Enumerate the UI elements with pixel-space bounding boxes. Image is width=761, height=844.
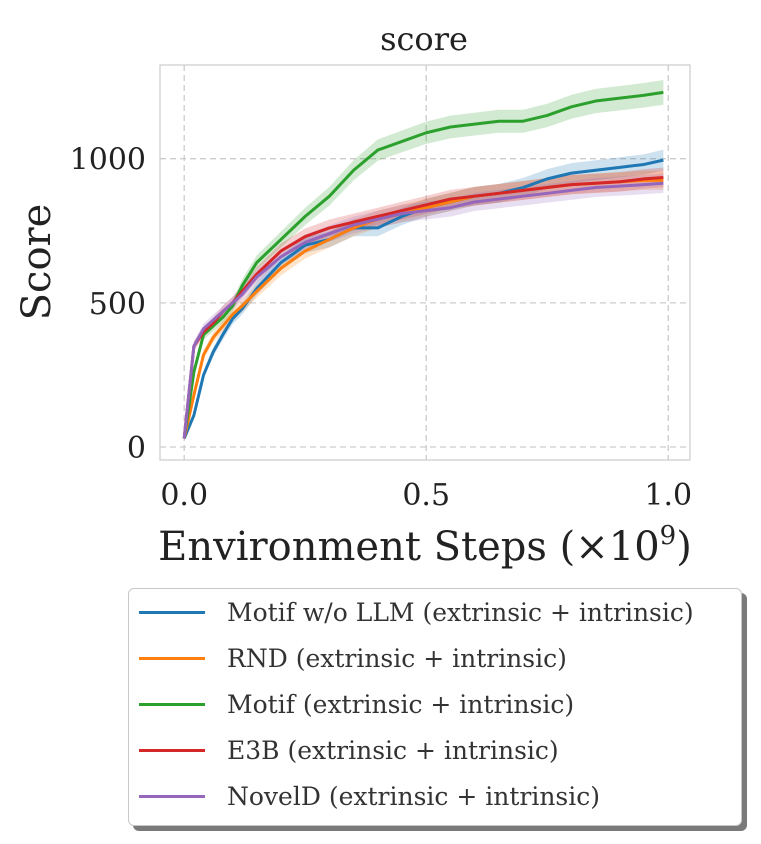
legend-swatch-motif-wo-llm (139, 610, 205, 614)
chart-title: score (380, 20, 468, 58)
grid (160, 65, 690, 460)
y-tick-label: 0 (127, 431, 146, 466)
x-tick-label: 0.5 (402, 478, 450, 513)
legend-label-rnd: RND (extrinsic + intrinsic) (227, 643, 567, 673)
x-axis-label-main: Environment Steps (×10 (158, 524, 659, 570)
y-tick-label: 500 (89, 287, 146, 322)
x-tick-labels: 0.0 0.5 1.0 (160, 478, 692, 513)
legend-swatch-rnd (139, 656, 205, 660)
legend-swatch-motif (139, 702, 205, 706)
chart: score 0.0 0.5 1.0 0 500 1000 Score Environme… (14, 20, 692, 570)
legend-label-motif-wo-llm: Motif w/o LLM (extrinsic + intrinsic) (227, 597, 694, 627)
plot-area (159, 64, 691, 461)
series-line-motif-wo-llm (182, 158, 664, 439)
legend: Motif w/o LLM (extrinsic + intrinsic) RN… (128, 588, 742, 826)
series-line-noveld (182, 181, 664, 439)
legend-label-noveld: NovelD (extrinsic + intrinsic) (227, 781, 601, 811)
y-tick-labels: 0 500 1000 (70, 143, 146, 466)
x-tick-label: 1.0 (644, 478, 692, 513)
x-tick-label: 0.0 (160, 478, 208, 513)
series-line-motif (182, 90, 664, 439)
y-tick-label: 1000 (70, 143, 146, 178)
y-axis-label: Score (14, 204, 60, 321)
legend-swatch-e3b (139, 748, 205, 752)
legend-label-motif: Motif (extrinsic + intrinsic) (227, 689, 575, 719)
x-axis-label: Environment Steps (×109) (158, 521, 692, 570)
legend-label-e3b: E3B (extrinsic + intrinsic) (227, 735, 559, 765)
x-axis-label-close: ) (676, 524, 692, 570)
band-noveld (184, 173, 664, 441)
legend-swatch-noveld (139, 794, 205, 798)
x-axis-label-exponent: 9 (660, 521, 677, 551)
series-lines (182, 90, 664, 439)
